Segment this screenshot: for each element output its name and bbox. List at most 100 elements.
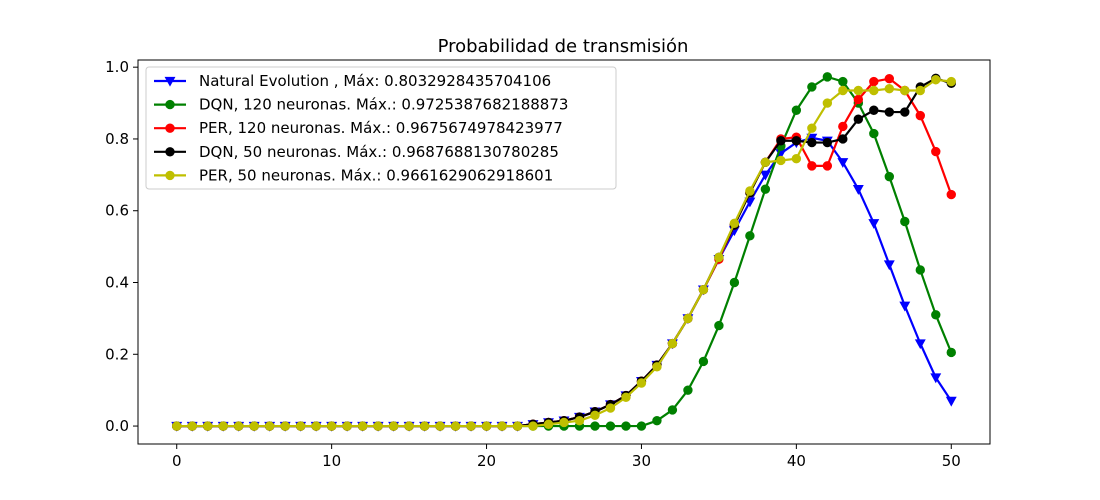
legend-marker	[165, 147, 175, 157]
data-point	[869, 105, 879, 115]
data-point	[869, 85, 879, 96]
data-point	[590, 410, 600, 420]
data-point	[698, 284, 709, 295]
data-point	[714, 320, 724, 331]
data-point	[837, 158, 849, 168]
data-point	[435, 421, 445, 431]
data-point	[931, 310, 941, 320]
data-point	[652, 415, 662, 426]
data-point	[249, 421, 259, 431]
data-point	[388, 421, 399, 431]
data-point	[187, 421, 197, 431]
data-point	[760, 184, 771, 194]
data-point	[807, 161, 817, 171]
data-point	[264, 421, 275, 431]
data-point	[900, 216, 910, 227]
legend-item: DQN, 50 neuronas. Máx.: 0.96876881307802…	[154, 143, 559, 161]
data-point	[481, 421, 492, 431]
data-point	[945, 396, 957, 407]
data-point	[636, 421, 647, 431]
data-point	[512, 421, 523, 431]
legend-marker	[165, 170, 175, 181]
data-point	[698, 356, 709, 367]
data-point	[574, 415, 585, 426]
data-point	[915, 265, 925, 275]
legend-label: PER, 50 neuronas. Máx.: 0.96616290629186…	[199, 166, 553, 184]
data-point	[776, 155, 786, 166]
data-point	[342, 421, 352, 431]
data-point	[559, 417, 569, 428]
data-point	[667, 405, 678, 415]
data-point	[884, 107, 895, 117]
data-point	[838, 134, 848, 144]
data-point	[466, 421, 476, 431]
x-tick-label: 20	[477, 452, 496, 470]
data-point	[745, 186, 755, 196]
y-tick-label: 0.6	[105, 202, 129, 220]
data-point	[776, 136, 786, 146]
x-tick-label: 50	[942, 452, 961, 470]
data-point	[683, 313, 693, 324]
data-point	[900, 85, 910, 96]
data-point	[667, 338, 678, 349]
legend-label: DQN, 50 neuronas. Máx.: 0.96876881307802…	[199, 143, 559, 161]
legend-item: DQN, 120 neuronas. Máx.: 0.9725387682188…	[154, 96, 568, 114]
data-point	[497, 421, 507, 431]
data-point	[900, 107, 910, 117]
data-point	[683, 385, 693, 395]
axes: 0 10 20 30 40 50 0.0 0.2 0.4 0.6 0.8 1.0	[105, 58, 961, 470]
data-point	[729, 277, 740, 288]
data-point	[869, 76, 879, 87]
data-point	[822, 161, 833, 171]
data-point	[853, 94, 864, 105]
data-point	[853, 85, 864, 96]
data-point	[621, 421, 631, 431]
data-point	[884, 84, 895, 94]
data-point	[883, 260, 895, 271]
series-4	[172, 75, 956, 431]
data-point	[807, 123, 817, 133]
data-point	[605, 421, 616, 431]
legend-item: Natural Evolution , Máx: 0.8032928435704…	[154, 72, 551, 90]
data-point	[605, 403, 616, 413]
data-point	[869, 128, 879, 139]
data-point	[946, 76, 956, 87]
x-tick-label: 40	[787, 452, 806, 470]
data-point	[946, 347, 956, 358]
data-point	[838, 121, 848, 132]
legend-label: PER, 120 neuronas. Máx.: 0.9675674978423…	[199, 119, 563, 137]
data-point	[203, 421, 213, 431]
data-point	[822, 137, 833, 148]
data-point	[636, 378, 647, 388]
data-point	[652, 362, 662, 372]
data-point	[450, 421, 461, 431]
data-point	[621, 392, 631, 403]
data-point	[404, 421, 414, 431]
data-point	[419, 421, 430, 431]
y-tick-label: 0.0	[105, 417, 129, 435]
data-point	[326, 421, 337, 431]
legend-marker	[165, 123, 175, 133]
data-point	[373, 421, 383, 431]
data-point	[357, 421, 368, 431]
data-point	[729, 218, 740, 228]
data-point	[822, 98, 833, 108]
legend-marker	[164, 76, 176, 87]
data-point	[946, 189, 956, 200]
data-point	[528, 421, 538, 431]
data-point	[899, 301, 911, 312]
data-point	[931, 146, 941, 157]
data-point	[233, 421, 244, 431]
data-point	[914, 339, 926, 350]
data-point	[931, 75, 941, 85]
data-point	[759, 170, 771, 181]
legend: Natural Evolution , Máx: 0.8032928435704…	[145, 66, 617, 190]
data-point	[791, 105, 802, 115]
y-tick-label: 0.2	[105, 345, 129, 363]
y-tick-label: 0.8	[105, 130, 129, 148]
data-point	[744, 197, 756, 208]
data-point	[590, 421, 600, 431]
data-point	[172, 421, 182, 431]
data-point	[884, 171, 895, 182]
plot-frame	[137, 59, 991, 445]
